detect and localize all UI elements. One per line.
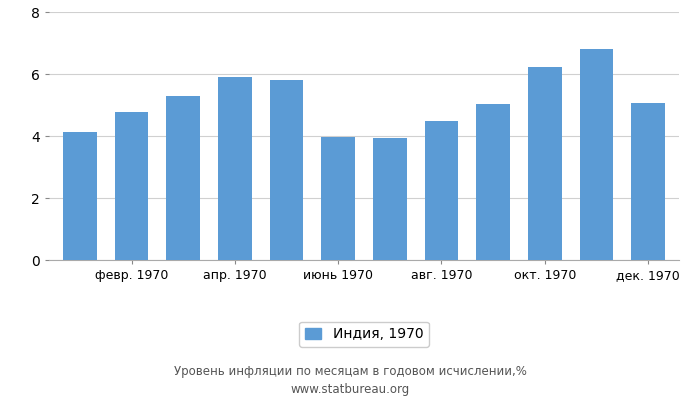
Bar: [270, 80, 303, 260]
Text: www.statbureau.org: www.statbureau.org: [290, 384, 410, 396]
Bar: [321, 137, 355, 260]
Bar: [580, 48, 613, 260]
Legend: Индия, 1970: Индия, 1970: [299, 322, 429, 347]
Bar: [63, 132, 97, 260]
Text: Уровень инфляции по месяцам в годовом исчислении,%: Уровень инфляции по месяцам в годовом ис…: [174, 366, 526, 378]
Bar: [373, 138, 407, 260]
Bar: [528, 67, 561, 260]
Bar: [218, 77, 252, 260]
Bar: [631, 103, 665, 260]
Bar: [476, 104, 510, 260]
Bar: [167, 96, 200, 260]
Bar: [115, 112, 148, 260]
Bar: [425, 122, 458, 260]
